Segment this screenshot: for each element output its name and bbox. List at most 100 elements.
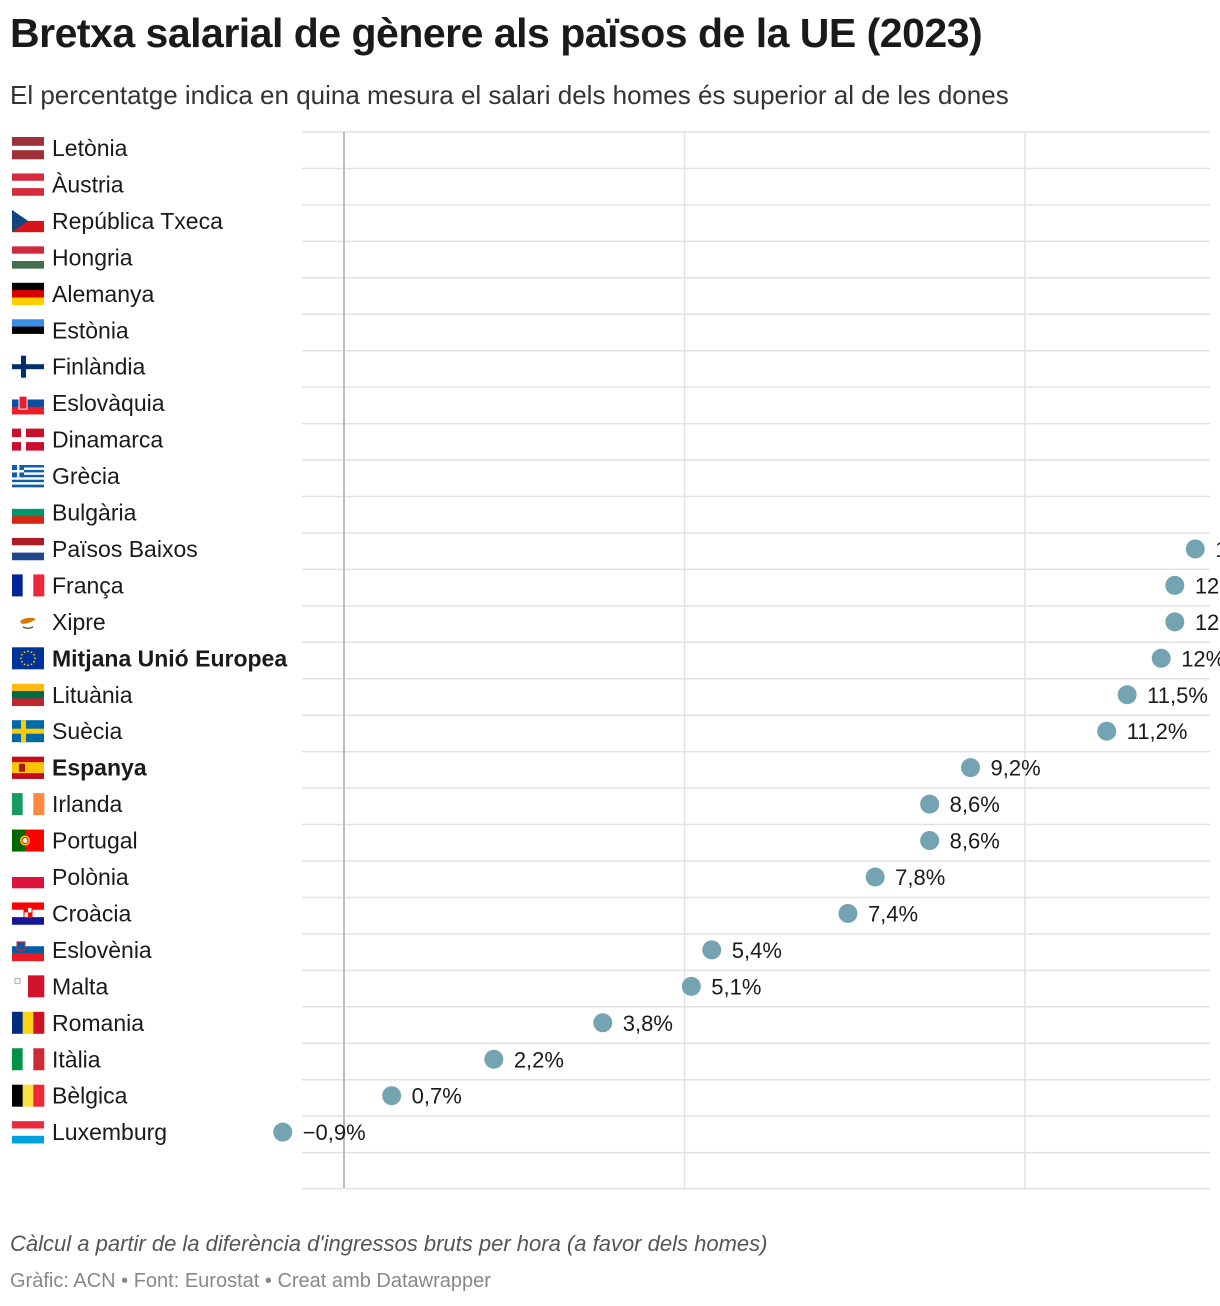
data-point xyxy=(1097,721,1117,741)
separator-1: • xyxy=(115,1270,134,1292)
croatia-flag-icon xyxy=(12,902,44,925)
greece-flag-icon xyxy=(12,465,44,488)
value-label: 8,6% xyxy=(950,829,1000,854)
value-label: 8,6% xyxy=(950,792,1000,817)
data-point xyxy=(838,903,858,923)
value-label: 2,2% xyxy=(514,1047,564,1072)
data-point xyxy=(273,1122,293,1142)
value-label: 7,8% xyxy=(895,865,945,890)
source-line: Gràfic: ACN • Font: Eurostat • Creat amb… xyxy=(10,1270,491,1293)
finland-flag-icon xyxy=(12,355,44,378)
x-tick-label: 10% xyxy=(1004,1228,1046,1230)
country-label: Itàlia xyxy=(52,1046,101,1072)
country-label: Dinamarca xyxy=(52,427,163,453)
country-label: Àustria xyxy=(52,171,124,197)
country-label: Països Baixos xyxy=(52,536,198,562)
country-label: Polònia xyxy=(52,864,129,890)
luxembourg-flag-icon xyxy=(12,1121,44,1144)
country-label: Suècia xyxy=(52,718,123,744)
lithuania-flag-icon xyxy=(12,683,44,707)
data-point xyxy=(1117,685,1137,705)
data-point xyxy=(1165,612,1185,632)
slovenia-flag-icon xyxy=(12,938,44,962)
denmark-flag-icon xyxy=(12,428,44,451)
dot-plot-chart: Letònia Àustria República Txeca Hongria Alem… xyxy=(12,131,1220,1230)
source-text: Font: Eurostat xyxy=(133,1270,260,1292)
chart-subtitle: El percentatge indica en quina mesura el… xyxy=(10,80,1009,110)
bulgaria-flag-icon xyxy=(12,501,44,524)
country-label: Letònia xyxy=(52,135,128,161)
country-label: Espanya xyxy=(52,755,147,781)
czechia-flag-icon xyxy=(12,209,44,233)
data-point xyxy=(681,976,701,996)
country-label-layer: Letònia Àustria República Txeca Hongria Alem… xyxy=(52,135,287,1145)
value-label-layer: 19%18,3%18%17,8%17,6%16,9%16,8%15,7%14%1… xyxy=(303,537,1220,1145)
value-label: 7,4% xyxy=(868,901,918,926)
country-label: Bèlgica xyxy=(52,1083,128,1109)
country-label: República Txeca xyxy=(52,208,223,234)
data-point xyxy=(961,758,981,778)
value-label: 3,8% xyxy=(623,1011,673,1036)
cyprus-flag-icon xyxy=(12,610,44,633)
austria-flag-icon xyxy=(12,173,44,196)
country-label: Luxemburg xyxy=(52,1119,167,1145)
credit-text: Gràfic: ACN xyxy=(10,1270,116,1292)
country-label: França xyxy=(52,572,124,598)
value-label: 11,2% xyxy=(1127,719,1188,744)
poland-flag-icon xyxy=(12,866,44,889)
country-label: Hongria xyxy=(52,244,133,270)
belgium-flag-icon xyxy=(12,1084,45,1107)
country-label: Romania xyxy=(52,1010,144,1036)
value-label: 5,4% xyxy=(732,938,782,963)
data-point xyxy=(1151,648,1171,668)
spain-flag-icon xyxy=(12,756,44,779)
data-point xyxy=(865,867,885,887)
value-label: 11,5% xyxy=(1147,683,1208,708)
data-point xyxy=(1165,575,1185,595)
method-note: Càlcul a partir de la diferència d'ingre… xyxy=(10,1231,768,1256)
portugal-flag-icon xyxy=(12,829,44,852)
separator-2: • xyxy=(259,1270,278,1292)
value-label: 12,2% xyxy=(1195,573,1220,598)
france-flag-icon xyxy=(12,574,45,597)
latvia-flag-icon xyxy=(12,137,44,160)
country-label: Mitjana Unió Europea xyxy=(52,645,287,671)
ireland-flag-icon xyxy=(12,793,45,816)
x-tick-label: 0% xyxy=(329,1228,359,1230)
netherlands-flag-icon xyxy=(12,537,44,561)
country-label: Eslovàquia xyxy=(52,390,165,416)
value-label: −0,9% xyxy=(303,1120,366,1145)
romania-flag-icon xyxy=(12,1011,45,1034)
estonia-flag-icon xyxy=(12,319,44,342)
country-label: Malta xyxy=(52,973,108,999)
data-point xyxy=(382,1086,402,1106)
x-axis-tick-layer: 0%5%10%15%20%25% xyxy=(329,1228,1046,1230)
germany-flag-icon xyxy=(12,282,44,306)
country-label: Irlanda xyxy=(52,791,123,817)
country-label: Finlàndia xyxy=(52,354,146,380)
hungary-flag-icon xyxy=(12,246,44,269)
data-point xyxy=(920,794,940,814)
value-label: 0,7% xyxy=(412,1084,462,1109)
data-point xyxy=(1185,539,1205,559)
value-label: 12,2% xyxy=(1195,610,1220,635)
country-label: Croàcia xyxy=(52,900,131,926)
eu-flag-icon xyxy=(12,647,44,670)
italy-flag-icon xyxy=(12,1048,45,1071)
country-label: Estònia xyxy=(52,317,129,343)
grid-layer xyxy=(302,131,1210,1190)
country-label: Xipre xyxy=(52,609,106,635)
data-point xyxy=(702,940,722,960)
country-label: Lituània xyxy=(52,682,133,708)
country-label: Alemanya xyxy=(52,281,154,307)
slovakia-flag-icon xyxy=(12,392,44,415)
country-label: Bulgària xyxy=(52,500,137,526)
flag-layer xyxy=(12,137,45,1144)
value-label: 5,1% xyxy=(711,974,761,999)
data-point xyxy=(593,1013,613,1033)
dot-layer xyxy=(273,539,1205,1142)
value-label: 12% xyxy=(1181,646,1220,671)
data-point xyxy=(484,1049,504,1069)
x-tick-label: 5% xyxy=(669,1228,699,1230)
value-label: 9,2% xyxy=(991,756,1041,781)
